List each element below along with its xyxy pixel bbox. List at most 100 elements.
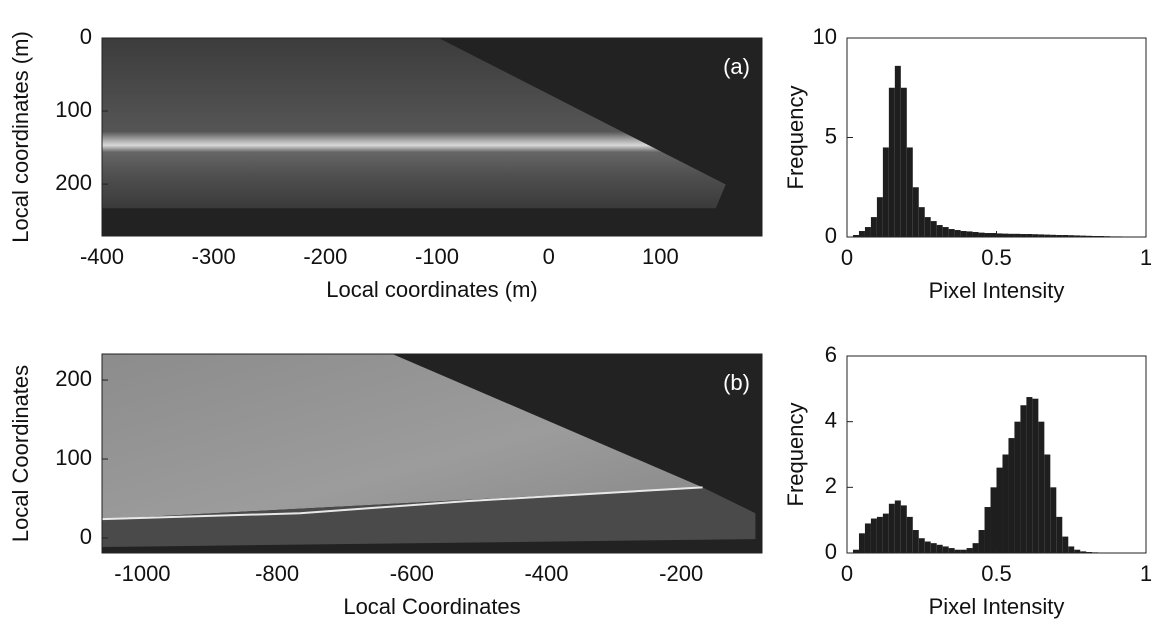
bar [984, 507, 991, 553]
bar [1026, 234, 1033, 237]
axes-frame [101, 37, 763, 237]
y-tick-label: 4 [825, 407, 837, 432]
image-field [102, 38, 726, 209]
bar [864, 227, 871, 237]
bar [924, 541, 931, 553]
x-tick-label: -800 [255, 561, 299, 586]
bar [1002, 454, 1009, 553]
x-axis-label: Local coordinates (m) [326, 277, 538, 302]
bar [918, 538, 925, 553]
bar [1032, 398, 1039, 553]
bar [1056, 516, 1063, 553]
bar [936, 225, 943, 237]
bar [996, 233, 1003, 237]
panel-label: (a) [723, 54, 750, 79]
y-tick-label: 6 [825, 342, 837, 367]
x-tick-label: -100 [415, 244, 459, 269]
bar [936, 544, 943, 553]
bar [990, 233, 997, 237]
bar [858, 231, 865, 237]
bar [972, 232, 979, 237]
bar [1080, 235, 1087, 237]
y-axis-label: Frequency [783, 86, 808, 190]
image-field [102, 354, 703, 520]
x-axis-label: Local Coordinates [343, 594, 520, 619]
x-tick-label: -1000 [114, 561, 170, 586]
x-tick-label: -600 [390, 561, 434, 586]
bar [864, 523, 871, 553]
x-tick-label: 0 [543, 244, 555, 269]
x-axis-label: Pixel Intensity [929, 594, 1065, 619]
x-tick-label: -200 [303, 244, 347, 269]
bar [888, 503, 895, 553]
bar [918, 207, 925, 237]
bar [942, 227, 949, 237]
bar [1038, 421, 1045, 553]
bar [1056, 235, 1063, 237]
bar [1068, 235, 1075, 237]
x-tick-label: 0.5 [981, 561, 1012, 586]
y-tick-label: 0 [825, 539, 837, 564]
bar [1026, 397, 1033, 553]
bar [882, 513, 889, 553]
bar [882, 147, 889, 237]
shoreline [101, 486, 703, 521]
bar [1044, 454, 1051, 553]
bar [1050, 234, 1057, 237]
bar [1032, 234, 1039, 237]
bar [1080, 551, 1087, 553]
bar [948, 548, 955, 553]
bar [906, 147, 913, 237]
bar [894, 500, 901, 553]
bar [984, 233, 991, 237]
x-tick-label: 0 [841, 245, 853, 270]
bar [1062, 536, 1069, 553]
y-axis-label: Local Coordinates [8, 365, 33, 542]
bar [996, 467, 1003, 553]
x-tick-label: 0.5 [981, 245, 1012, 270]
bar [1074, 235, 1081, 237]
bar [1068, 546, 1075, 553]
bar [990, 487, 997, 553]
bar [852, 235, 859, 237]
y-axis-label: Local coordinates (m) [8, 31, 33, 243]
y-tick-label: 0 [80, 24, 92, 49]
bar [1008, 438, 1015, 553]
bar [852, 549, 859, 553]
bar [1086, 235, 1093, 237]
bar [978, 232, 985, 237]
y-tick-label: 10 [813, 24, 837, 49]
y-tick-label: 5 [825, 123, 837, 148]
bar [930, 221, 937, 237]
bar [1062, 235, 1069, 237]
y-tick-label: 200 [55, 366, 92, 391]
bar [954, 230, 961, 237]
bar [1014, 421, 1021, 553]
bar [912, 530, 919, 553]
bar [906, 516, 913, 553]
bar [1050, 487, 1057, 553]
bar [900, 87, 907, 237]
y-tick-label: 0 [825, 223, 837, 248]
bar [930, 543, 937, 553]
bar [1002, 233, 1009, 237]
y-tick-label: 2 [825, 473, 837, 498]
x-tick-label: 1 [1140, 561, 1152, 586]
x-tick-label: -300 [192, 244, 236, 269]
bar [948, 229, 955, 237]
x-tick-label: 1 [1140, 245, 1152, 270]
bar [888, 87, 895, 237]
bar [960, 231, 967, 237]
bar [900, 505, 907, 553]
bar [1008, 233, 1015, 237]
bar [924, 217, 931, 237]
bar [954, 549, 961, 553]
bar [870, 217, 877, 237]
y-tick-label: 0 [80, 524, 92, 549]
bar [1038, 234, 1045, 237]
bar [1044, 234, 1051, 237]
bar [870, 518, 877, 553]
y-axis-label: Frequency [783, 403, 808, 507]
bar [1020, 405, 1027, 553]
